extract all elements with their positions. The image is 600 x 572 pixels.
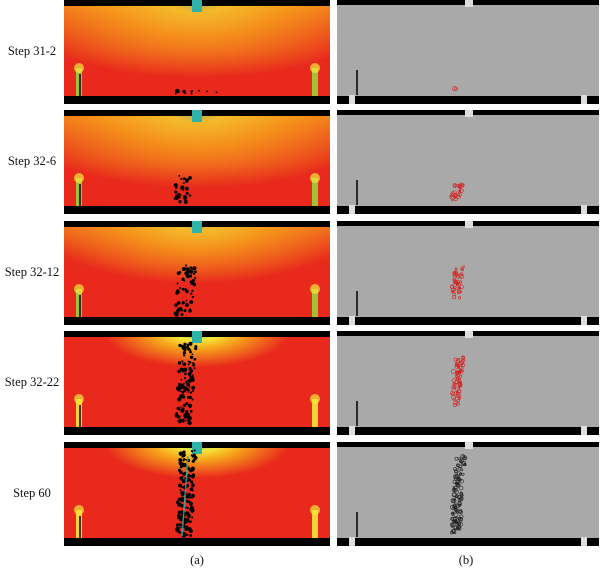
row-label-2: Step 32-6 <box>7 154 57 168</box>
row-label-5: Step 60 <box>13 486 51 500</box>
stress-panel-1 <box>64 0 330 104</box>
crack-panel-3 <box>337 221 599 325</box>
stress-panel-5 <box>64 442 330 546</box>
row-label-4: Step 32-22 <box>4 375 60 389</box>
stress-panel-4 <box>64 331 330 435</box>
crack-panel-5 <box>337 442 599 546</box>
stress-panel-3 <box>64 221 330 325</box>
row-label-3: Step 32-12 <box>4 265 60 279</box>
column-label-a: (a) <box>190 553 204 567</box>
crack-panel-4 <box>337 331 599 435</box>
column-label-b: (b) <box>458 553 474 567</box>
stress-panel-2 <box>64 110 330 214</box>
row-label-1: Step 31-2 <box>7 44 57 58</box>
crack-panel-2 <box>337 110 599 214</box>
crack-panel-1 <box>337 0 599 104</box>
